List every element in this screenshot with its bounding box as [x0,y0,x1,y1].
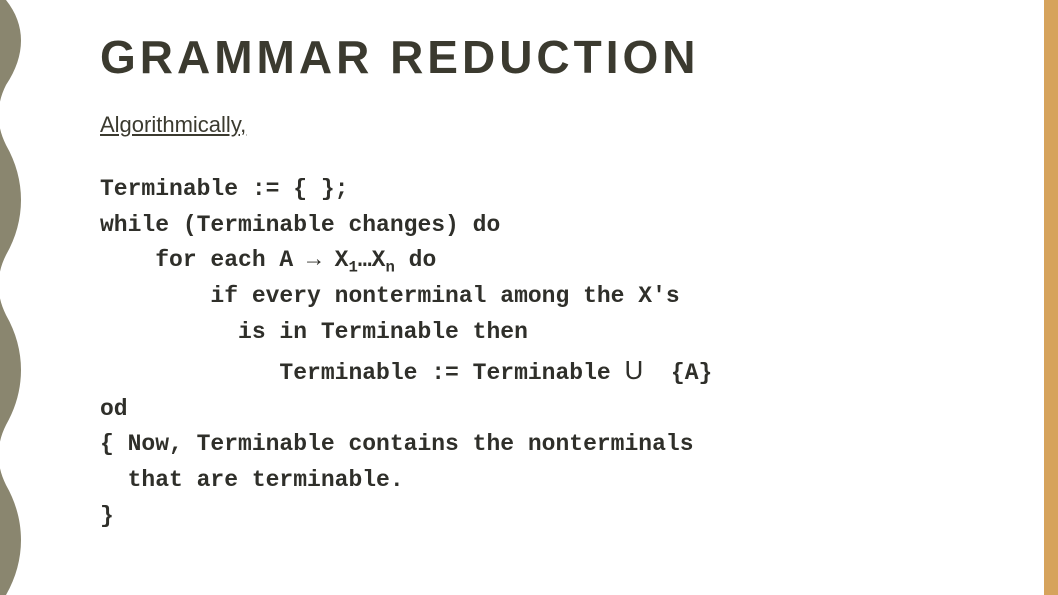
code-line: if every nonterminal among the X's [100,279,1018,315]
wave-icon [0,0,36,595]
subscript: 1 [348,259,357,277]
slide-title: GRAMMAR REDUCTION [100,30,1018,84]
code-line: while (Terminable changes) do [100,208,1018,244]
slide: GRAMMAR REDUCTION Algorithmically, Termi… [0,0,1058,595]
union-symbol: U [625,355,644,385]
slide-content: GRAMMAR REDUCTION Algorithmically, Termi… [100,30,1018,534]
code-text: for each A → X [100,247,348,273]
algorithm-code-block: Terminable := { }; while (Terminable cha… [100,172,1018,534]
code-line: od [100,392,1018,428]
code-text: …X [358,247,386,273]
code-text: Terminable := Terminable [100,360,625,386]
code-line: that are terminable. [100,463,1018,499]
subscript: n [385,259,394,277]
right-accent-bar [1044,0,1058,595]
code-line: for each A → X1…Xn do [100,243,1018,279]
code-line: { Now, Terminable contains the nontermin… [100,427,1018,463]
code-text: {A} [643,360,712,386]
code-line: Terminable := Terminable U {A} [100,350,1018,392]
left-wave-decoration [0,0,36,595]
code-line: is in Terminable then [100,315,1018,351]
slide-subtitle: Algorithmically, [100,112,1018,138]
code-line: Terminable := { }; [100,172,1018,208]
code-line: } [100,499,1018,535]
code-text: do [395,247,436,273]
